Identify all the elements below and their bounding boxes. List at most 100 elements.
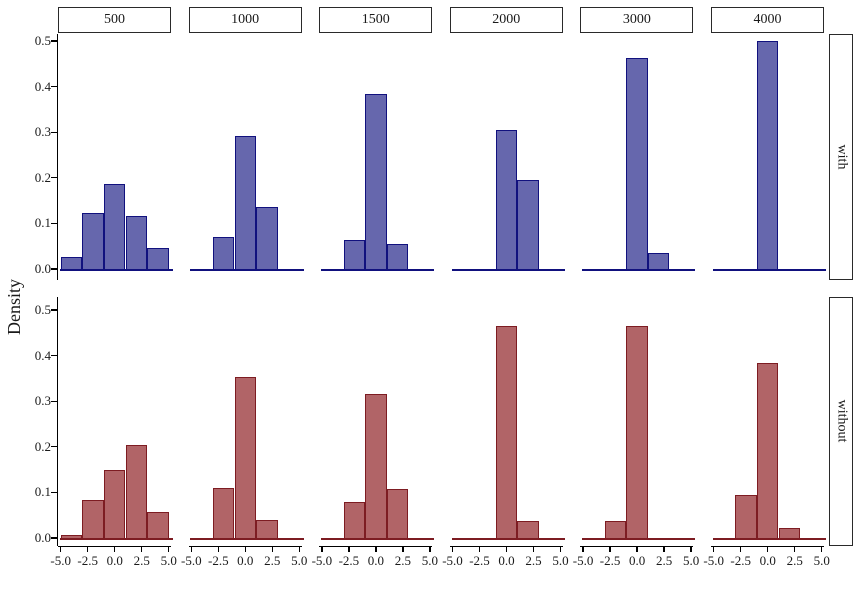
y-tick-mark <box>51 537 57 539</box>
y-tick-mark <box>51 354 57 357</box>
x-tick-label: -2.5 <box>208 552 229 568</box>
x-tick-label: 0.0 <box>759 552 776 568</box>
histogram-bar <box>103 183 126 271</box>
x-tick-mark <box>478 546 481 553</box>
x-tick-mark <box>794 546 796 553</box>
baseline <box>582 538 696 540</box>
x-tick-label: 5.0 <box>160 552 177 568</box>
baseline <box>451 269 565 271</box>
x-tick-mark <box>429 546 431 553</box>
x-tick-label: 5.0 <box>552 552 569 568</box>
x-tick-mark <box>321 546 323 553</box>
histogram-bar <box>234 136 257 271</box>
x-tick-label: -2.5 <box>730 552 751 568</box>
x-tick-mark <box>609 546 611 553</box>
x-tick-mark <box>582 546 584 553</box>
histogram-bar <box>756 41 779 271</box>
facet-column-strip: 2000 <box>449 7 563 33</box>
x-tick-mark <box>348 546 350 553</box>
y-tick-label: 0.0 <box>34 530 51 545</box>
x-axis-line <box>58 545 171 547</box>
histogram-bar <box>365 94 387 271</box>
x-tick-label: -2.5 <box>338 552 360 568</box>
x-tick-mark <box>740 546 742 553</box>
x-tick-label: -5.0 <box>311 552 333 568</box>
x-tick-label: 2.5 <box>786 552 803 568</box>
histogram-bar <box>256 519 278 540</box>
y-tick-label: 0.2 <box>34 438 51 454</box>
y-tick-mark <box>51 491 57 494</box>
histogram-bar <box>125 445 148 540</box>
histogram-bar <box>82 499 104 540</box>
x-tick-mark <box>663 546 665 553</box>
facet-column-strip: 500 <box>58 7 171 33</box>
facet-column-label: 500 <box>104 12 125 27</box>
x-tick-mark <box>636 546 638 553</box>
x-tick-label: 0.0 <box>106 552 123 568</box>
x-tick-label: 5.0 <box>291 552 308 568</box>
x-tick-mark <box>87 546 89 553</box>
x-tick-label: -2.5 <box>599 552 621 568</box>
x-axis-line <box>188 545 302 547</box>
y-tick-label: 0.0 <box>34 261 51 276</box>
x-tick-label: -5.0 <box>442 552 463 568</box>
x-tick-label: 0.0 <box>498 552 515 568</box>
facet-row-label: with <box>834 144 850 170</box>
x-tick-mark <box>532 546 535 553</box>
facet-row-strip: with <box>829 34 853 280</box>
baseline <box>59 269 174 271</box>
x-axis-line <box>449 545 563 547</box>
y-tick-label: 0.4 <box>34 347 51 363</box>
x-tick-mark <box>375 546 377 553</box>
facet-column-strip: 3000 <box>580 7 694 33</box>
histogram-bar <box>626 57 648 271</box>
x-tick-label: 0.0 <box>628 552 646 568</box>
x-tick-mark <box>141 546 143 553</box>
baseline <box>712 538 827 540</box>
x-tick-label: 5.0 <box>813 552 830 568</box>
x-axis-line <box>711 545 824 547</box>
y-axis-title: Density <box>4 279 24 335</box>
facet-column-label: 4000 <box>753 12 782 27</box>
x-tick-mark <box>402 546 404 553</box>
x-tick-label: -5.0 <box>703 552 724 568</box>
histogram-bar <box>256 207 278 271</box>
x-tick-mark <box>60 546 62 553</box>
x-tick-label: 0.0 <box>237 552 254 568</box>
y-tick-label: 0.2 <box>34 169 51 185</box>
baseline <box>582 269 696 271</box>
histogram-bar <box>517 179 539 271</box>
histogram-bar <box>234 377 257 540</box>
y-tick-label: 0.1 <box>34 484 51 500</box>
facet-column-label: 2000 <box>492 12 521 27</box>
x-tick-label: -5.0 <box>572 552 594 568</box>
x-tick-mark <box>114 546 116 553</box>
x-tick-mark <box>690 546 692 553</box>
baseline <box>190 269 304 271</box>
facet-row-strip: without <box>829 297 853 546</box>
facet-column-label: 1000 <box>231 12 260 27</box>
histogram-bar <box>147 511 169 540</box>
facet-column-strip: 4000 <box>711 7 824 33</box>
baseline <box>320 538 435 540</box>
histogram-bar <box>756 362 779 540</box>
x-tick-label: 5.0 <box>682 552 700 568</box>
y-tick-mark <box>51 131 57 133</box>
histogram-bar <box>517 521 539 540</box>
histogram-bar <box>125 215 148 271</box>
y-tick-mark <box>51 400 57 402</box>
histogram-bar <box>495 130 518 271</box>
x-axis-line <box>319 545 433 547</box>
baseline <box>320 269 435 271</box>
x-tick-mark <box>713 546 715 553</box>
x-tick-label: 2.5 <box>133 552 150 568</box>
x-tick-mark <box>244 546 246 553</box>
x-tick-label: -5.0 <box>50 552 71 568</box>
histogram-bar <box>365 394 387 540</box>
y-tick-mark <box>51 222 57 225</box>
histogram-bar <box>647 252 670 271</box>
x-tick-label: -2.5 <box>77 552 98 568</box>
x-tick-mark <box>271 546 273 553</box>
x-tick-label: 0.0 <box>367 552 385 568</box>
